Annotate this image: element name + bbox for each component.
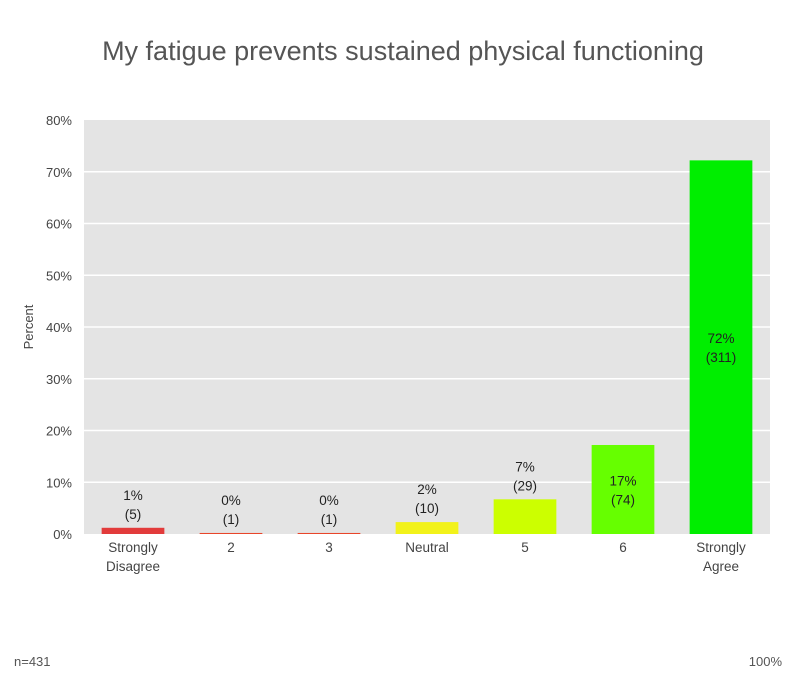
x-tick-label: 5	[521, 540, 529, 555]
bar-value-label: 72%	[707, 331, 734, 346]
bar	[199, 532, 263, 534]
y-tick-label: 80%	[46, 113, 72, 128]
x-tick-label: Agree	[703, 559, 739, 574]
bar	[101, 527, 165, 534]
y-tick-label: 20%	[46, 424, 72, 439]
y-axis-label: Percent	[21, 304, 36, 349]
y-tick-label: 0%	[53, 527, 72, 542]
bar-count-label: (74)	[611, 492, 635, 507]
bar-count-label: (311)	[706, 350, 737, 365]
gridlines	[84, 171, 770, 483]
x-tick-label: Neutral	[405, 540, 449, 555]
bar-value-label: 7%	[515, 459, 535, 474]
x-tick-label: 6	[619, 540, 627, 555]
x-tick-label: Strongly	[108, 540, 158, 555]
bar-count-label: (1)	[223, 512, 240, 527]
bar-labels: 1% (5) 0% (1) 0% (1) 2% (10) 7% (29) 17% (74) 72% (31…	[123, 331, 736, 527]
bar-value-label: 1%	[123, 488, 143, 503]
bar-value-label: 0%	[319, 493, 339, 508]
bars	[101, 160, 753, 535]
x-tick-label: Disagree	[106, 559, 160, 574]
x-tick-label: 3	[325, 540, 333, 555]
bar	[493, 499, 557, 534]
bar-count-label: (10)	[415, 501, 439, 516]
sample-size-label: n=431	[14, 654, 51, 669]
y-tick-label: 50%	[46, 268, 72, 283]
x-tick-label: Strongly	[696, 540, 746, 555]
total-percent-label: 100%	[748, 654, 782, 669]
x-axis-ticks: Strongly Disagree 2 3 Neutral 5 6 Strongly Agree	[106, 540, 746, 574]
bar-count-label: (5)	[125, 507, 142, 522]
bar-value-label: 17%	[609, 473, 636, 488]
bar-count-label: (29)	[513, 478, 537, 493]
bar-count-label: (1)	[321, 512, 338, 527]
bar-value-label: 0%	[221, 493, 241, 508]
chart-title: My fatigue prevents sustained physical f…	[102, 36, 704, 66]
bar	[395, 522, 459, 534]
y-tick-label: 40%	[46, 320, 72, 335]
y-axis-ticks: 0% 10% 20% 30% 40% 50% 60% 70% 80%	[46, 113, 72, 542]
y-tick-label: 30%	[46, 372, 72, 387]
bar	[591, 444, 655, 534]
bar-value-label: 2%	[417, 482, 437, 497]
y-tick-label: 10%	[46, 475, 72, 490]
x-tick-label: 2	[227, 540, 235, 555]
y-tick-label: 70%	[46, 165, 72, 180]
bar	[297, 532, 361, 534]
y-tick-label: 60%	[46, 217, 72, 232]
bar	[689, 160, 753, 535]
